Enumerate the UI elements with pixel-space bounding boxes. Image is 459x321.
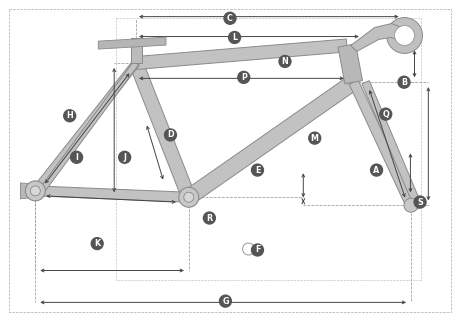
Polygon shape — [350, 23, 406, 51]
Text: B: B — [400, 78, 406, 87]
Circle shape — [394, 26, 414, 46]
Text: N: N — [281, 57, 288, 66]
Polygon shape — [348, 80, 414, 207]
Text: M: M — [310, 134, 318, 143]
Text: I: I — [75, 153, 78, 162]
Circle shape — [203, 212, 215, 224]
Polygon shape — [20, 183, 40, 199]
Circle shape — [179, 187, 198, 207]
Polygon shape — [37, 61, 138, 195]
Text: A: A — [373, 166, 379, 175]
Text: F: F — [254, 246, 260, 255]
Text: P: P — [240, 73, 246, 82]
Circle shape — [228, 31, 240, 43]
Circle shape — [184, 192, 193, 202]
Text: G: G — [222, 297, 228, 306]
Circle shape — [251, 164, 263, 176]
Circle shape — [279, 56, 290, 67]
Polygon shape — [135, 39, 347, 69]
Text: L: L — [231, 33, 237, 42]
Circle shape — [237, 72, 249, 83]
Circle shape — [219, 295, 231, 307]
Text: S: S — [416, 197, 422, 206]
Circle shape — [164, 129, 176, 141]
Text: K: K — [94, 239, 100, 248]
Polygon shape — [98, 37, 166, 49]
Circle shape — [403, 198, 417, 212]
Text: R: R — [206, 213, 212, 222]
Circle shape — [413, 196, 425, 208]
Text: H: H — [66, 111, 73, 120]
Circle shape — [25, 181, 45, 201]
Circle shape — [308, 132, 320, 144]
Circle shape — [386, 18, 421, 53]
Text: J: J — [123, 153, 126, 162]
Text: C: C — [227, 14, 232, 23]
Text: Q: Q — [381, 110, 388, 119]
Circle shape — [397, 76, 409, 88]
Circle shape — [64, 110, 75, 122]
Polygon shape — [130, 38, 141, 63]
Circle shape — [118, 151, 130, 163]
Circle shape — [370, 164, 382, 176]
Circle shape — [30, 186, 40, 196]
Circle shape — [379, 108, 391, 120]
Circle shape — [71, 151, 82, 163]
Circle shape — [224, 12, 235, 24]
Polygon shape — [32, 61, 139, 193]
Polygon shape — [129, 60, 195, 200]
Polygon shape — [184, 76, 358, 204]
Circle shape — [251, 244, 263, 256]
Text: D: D — [167, 130, 174, 139]
Polygon shape — [35, 186, 189, 202]
Text: E: E — [254, 166, 260, 175]
Circle shape — [91, 238, 103, 249]
Polygon shape — [337, 44, 362, 84]
Polygon shape — [361, 81, 422, 210]
